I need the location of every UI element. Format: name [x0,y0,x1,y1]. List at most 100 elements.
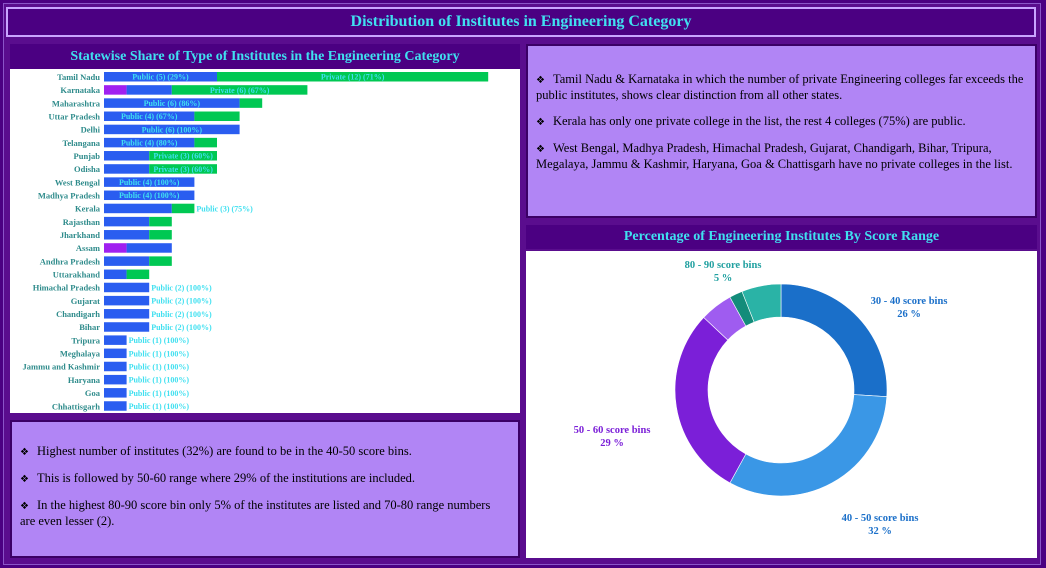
public-bar [104,190,195,201]
state-label: Jharkhand [60,230,100,240]
stacked-bar-chart: Tamil Nadu Public (5) (29%) Private (12) (… [23,72,489,411]
public-bar [104,216,150,227]
note-item: ❖ Tamil Nadu & Karnataka in which the num… [536,72,1024,102]
note-item: ❖ Highest number of institutes (32%) are … [20,444,412,458]
public-bar [104,309,150,319]
note-text: Highest number of institutes (32%) are f… [36,444,412,458]
public-bar [104,269,127,280]
page-title: Distribution of Institutes in Engineerin… [6,7,1036,37]
public-bar [126,243,172,253]
public-data-label: Public (2) (100%) [151,323,212,332]
public-bar [104,151,150,161]
private-data-label: Private (3) (60%) [153,152,213,161]
public-data-label: Public (2) (100%) [151,297,212,306]
state-label: Tripura [71,335,100,345]
public-bar [104,322,150,332]
state-label: Andhra Pradesh [40,256,100,266]
public-data-label: Public (3) (75%) [196,204,253,213]
public-data-label: Public (4) (67%) [121,112,178,121]
slice-label: 50 - 60 score bins [574,425,651,436]
public-bar [104,177,195,187]
other-bar [104,243,127,253]
private-bar [239,98,263,108]
donut-slice [674,317,747,484]
donut-chart: 30 - 40 score bins 26 % 40 - 50 score bins… [574,260,948,537]
state-label: Himachal Pradesh [33,283,101,293]
other-bar [104,85,127,95]
public-bar [104,335,127,345]
state-label: Assam [76,243,100,253]
slice-label: 30 - 40 score bins [871,296,948,307]
public-data-label: Public (4) (80%) [121,139,178,148]
public-data-label: Public (4) (100%) [119,178,180,187]
slice-percent-label: 26 % [897,309,921,320]
state-label: Kerala [75,204,101,214]
private-data-label: Private (3) (60%) [153,165,213,174]
note-text: Kerala has only one private college in t… [552,114,966,128]
note-text: In the highest 80-90 score bin only 5% o… [20,498,491,528]
public-bar [104,361,127,372]
bar-chart-title: Statewise Share of Type of Institutes in… [10,44,520,69]
public-bar [104,72,217,82]
public-data-label: Public (5) (29%) [132,73,189,82]
state-label: Goa [85,388,101,398]
private-bar [217,72,489,82]
public-bar [104,374,127,385]
public-bar [104,282,150,293]
bottom-notes: ❖ Highest number of institutes (32%) are … [10,420,520,558]
public-bar [104,230,150,240]
public-bar [104,124,240,135]
public-bar [104,98,240,108]
state-label: Bihar [79,322,100,332]
donut-chart-panel: 30 - 40 score bins 26 % 40 - 50 score bins… [526,251,1037,558]
public-data-label: Public (1) (100%) [129,349,190,358]
public-data-label: Public (1) (100%) [129,376,190,385]
public-data-label: Public (1) (100%) [129,362,190,371]
private-bar [126,269,150,280]
top-notes: ❖ Tamil Nadu & Karnataka in which the num… [526,44,1037,218]
state-label: West Bengal [55,177,101,187]
state-label: Punjab [74,151,101,161]
state-label: Gujarat [71,296,100,306]
private-bar [171,203,195,214]
public-data-label: Public (2) (100%) [151,310,212,319]
state-label: Telangana [63,138,101,148]
slice-percent-label: 29 % [600,438,624,449]
note-text: This is followed by 50-60 range where 29… [36,471,416,485]
private-bar [149,216,172,227]
state-label: Uttarakhand [53,270,101,280]
state-label: Rajasthan [63,217,101,227]
slice-label: 40 - 50 score bins [842,513,919,524]
private-bar [149,256,172,266]
public-data-label: Public (2) (100%) [151,283,212,292]
slice-percent-label: 5 % [714,273,732,284]
state-label: Haryana [68,375,101,385]
public-bar [104,295,150,306]
public-bar [104,137,195,148]
state-label: Chandigarh [56,309,100,319]
public-bar [104,203,172,214]
state-label: Meghalaya [60,349,101,359]
public-bar [104,164,150,174]
state-label: Delhi [81,125,101,135]
public-data-label: Public (6) (100%) [142,125,203,134]
state-label: Maharashtra [52,98,101,108]
state-label: Tamil Nadu [57,72,100,82]
state-label: Madhya Pradesh [38,191,100,201]
public-bar [104,388,127,398]
public-bar [104,401,127,411]
private-bar [171,85,308,95]
donut-slice [729,394,888,497]
public-data-label: Public (1) (100%) [129,402,190,411]
note-text: West Bengal, Madhya Pradesh, Himachal Pr… [536,141,1013,171]
public-bar [104,111,195,122]
state-label: Chhattisgarh [52,401,100,411]
public-data-label: Public (1) (100%) [129,336,190,345]
state-label: Karnataka [60,85,100,95]
private-data-label: Private (6) (67%) [210,86,270,95]
private-bar [194,137,217,148]
public-bar [126,85,172,95]
state-label: Jammu and Kashmir [23,362,101,372]
private-bar [149,230,172,240]
note-text: Tamil Nadu & Karnataka in which the numb… [536,72,1024,102]
